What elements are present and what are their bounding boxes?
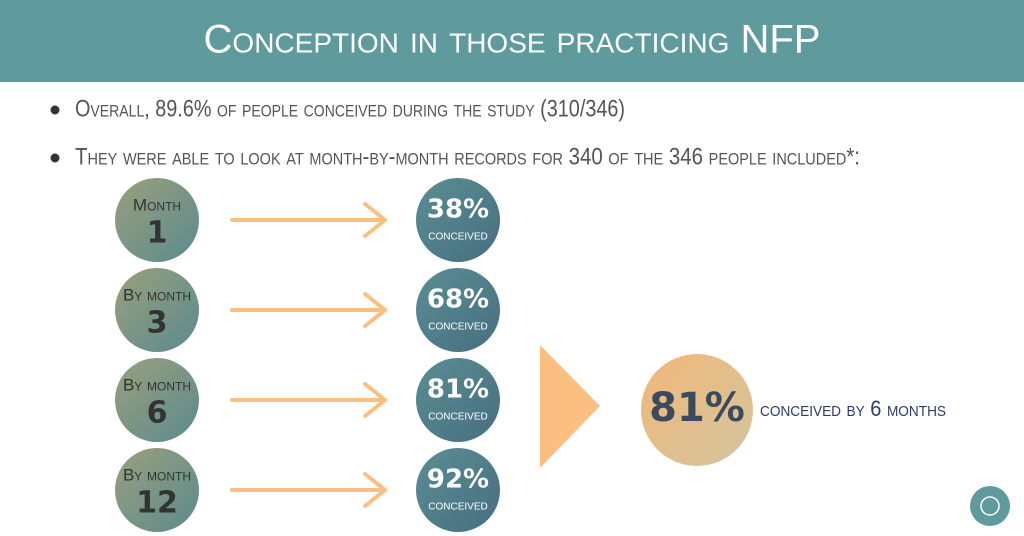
- result-circle: [416, 178, 500, 262]
- result-percent: 92%: [427, 465, 489, 495]
- result-circle: [416, 448, 500, 532]
- result-circle: [416, 268, 500, 352]
- result-percent: 68%: [427, 285, 489, 315]
- title: Conception in those practicing NFP: [204, 18, 821, 62]
- month-number: 6: [147, 396, 168, 431]
- month-circle: [115, 268, 199, 352]
- title-bar: [0, 0, 1024, 82]
- result-caption: conceived: [428, 317, 487, 333]
- arrow-head: [363, 202, 387, 238]
- arrow-head: [363, 292, 387, 328]
- result-caption: conceived: [428, 227, 487, 243]
- bullet-dot: [50, 105, 60, 115]
- summary-caption: conceived by 6 months: [760, 396, 946, 421]
- result-caption: conceived: [428, 407, 487, 423]
- month-circle: [115, 448, 199, 532]
- month-label: By month: [123, 285, 191, 304]
- month-number: 1: [147, 216, 168, 251]
- month-number: 12: [136, 486, 178, 521]
- bullet-text: Overall, 89.6% of people conceived durin…: [75, 95, 625, 122]
- summary-circle: [641, 354, 753, 466]
- arrow-head: [363, 472, 387, 508]
- bullet-dot: [50, 153, 60, 163]
- month-circle: [115, 178, 199, 262]
- month-label: By month: [123, 465, 191, 484]
- month-circle: [115, 358, 199, 442]
- logo-icon: [980, 496, 1000, 516]
- month-number: 3: [147, 306, 168, 341]
- logo: [970, 486, 1010, 526]
- result-percent: 81%: [427, 375, 489, 405]
- month-label: By month: [123, 375, 191, 394]
- big-arrow: [540, 345, 600, 468]
- bullet-text: They were able to look at month-by-month…: [75, 143, 860, 170]
- result-circle: [416, 358, 500, 442]
- month-label: Month: [133, 195, 181, 214]
- result-caption: conceived: [428, 497, 487, 513]
- arrow-head: [363, 382, 387, 418]
- result-percent: 38%: [427, 195, 489, 225]
- summary-percent: 81%: [649, 385, 745, 431]
